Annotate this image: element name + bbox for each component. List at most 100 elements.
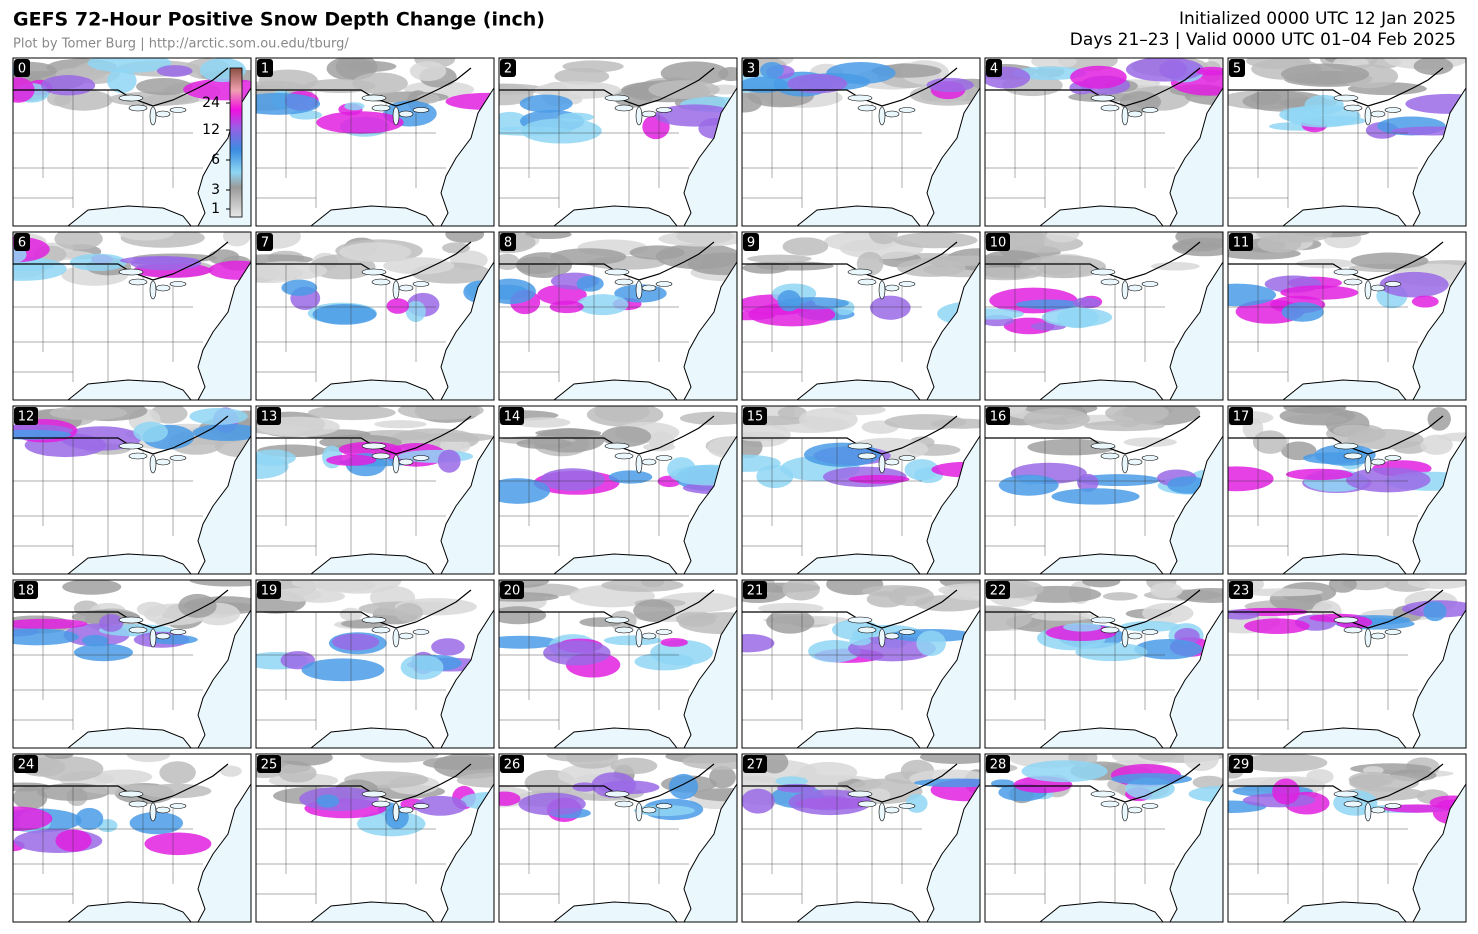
snow-area (499, 253, 520, 271)
border (13, 67, 229, 107)
ocean (1412, 261, 1466, 400)
snow-area (308, 406, 396, 421)
panel-frame (741, 231, 981, 401)
snow-area (594, 406, 650, 423)
panel-frame (498, 57, 738, 227)
gulf (1039, 379, 1164, 400)
border (985, 589, 1201, 629)
border (256, 415, 472, 455)
border (499, 589, 715, 629)
snow-area (1256, 232, 1333, 243)
panel-label-box (14, 407, 38, 425)
snow-area (1301, 115, 1366, 126)
snow-area (316, 580, 402, 594)
snow-area (92, 769, 153, 785)
snow-area (422, 756, 494, 771)
border (256, 589, 472, 629)
map-content (499, 406, 737, 574)
lake (898, 803, 916, 809)
states (13, 90, 203, 208)
snow-area (386, 298, 410, 314)
lake (1364, 454, 1372, 474)
ocean (683, 435, 737, 574)
snow-area (634, 652, 695, 671)
snow-area (1405, 93, 1466, 114)
lake (1384, 455, 1402, 461)
map-content (13, 406, 251, 574)
states (1228, 264, 1418, 382)
lake (149, 280, 157, 300)
lake (1370, 110, 1386, 118)
lake (1100, 452, 1120, 460)
map-panel: 29 (1227, 753, 1467, 923)
snow-area (256, 92, 321, 115)
snow-area (344, 102, 365, 111)
snow-area (742, 454, 781, 472)
snow-area (669, 464, 737, 486)
init-time: Initialized 0000 UTC 12 Jan 2025 (1179, 9, 1456, 29)
states (742, 612, 932, 730)
snow-area (273, 588, 322, 602)
snow-area (1350, 252, 1429, 270)
ocean (197, 783, 251, 922)
panel-label-box (743, 755, 767, 773)
map-panel: 27 (741, 753, 981, 923)
panel-label-box (14, 59, 30, 77)
states (499, 438, 689, 556)
lake (1100, 800, 1120, 808)
border (1228, 67, 1444, 107)
snow-area (1083, 420, 1165, 432)
snow-area (143, 94, 200, 106)
gulf (553, 901, 678, 922)
snow-area (658, 232, 737, 247)
lake (392, 454, 400, 474)
snow-area (189, 407, 248, 425)
panel-label: 29 (1233, 758, 1250, 773)
snow-area (518, 792, 586, 816)
lake (898, 455, 916, 461)
snow-area (760, 754, 789, 774)
snow-area (40, 75, 96, 96)
colorbar-tick-label: 3 (211, 182, 220, 198)
lake (1333, 442, 1359, 450)
border (256, 763, 472, 803)
gulf (1039, 205, 1164, 226)
border (985, 763, 1201, 803)
snow-area (1281, 63, 1370, 85)
gulf (553, 379, 678, 400)
snow-area (1413, 58, 1454, 76)
snow-area (1134, 639, 1203, 660)
map-panel: 2 (498, 57, 738, 227)
snow-area (540, 468, 605, 491)
snow-area (1420, 434, 1453, 455)
gulf (310, 553, 435, 574)
gulf (796, 379, 921, 400)
lake (361, 268, 387, 276)
snow-area (1228, 609, 1260, 620)
snow-area (118, 232, 175, 241)
snow-area (747, 254, 812, 263)
lake (149, 106, 157, 126)
panel-label-box (257, 581, 281, 599)
snow-area (49, 406, 127, 421)
snow-area (610, 757, 658, 775)
snow-area (1102, 592, 1138, 601)
colorbar-tick-label: 12 (202, 122, 220, 138)
lake (118, 94, 144, 102)
lake (1384, 803, 1402, 809)
map-panel: 4 (984, 57, 1224, 227)
snow-area (572, 782, 598, 792)
snow-area (62, 580, 122, 595)
lake (641, 458, 657, 466)
lake (1333, 268, 1359, 276)
panel-label: 23 (1233, 584, 1250, 599)
ocean (926, 435, 980, 574)
panel-label: 22 (990, 584, 1007, 599)
panel-frame (741, 57, 981, 227)
gulf (553, 553, 678, 574)
lake (412, 107, 430, 113)
map-panel: 11 (1227, 231, 1467, 401)
lake (1090, 442, 1116, 450)
snow-area (397, 406, 484, 420)
